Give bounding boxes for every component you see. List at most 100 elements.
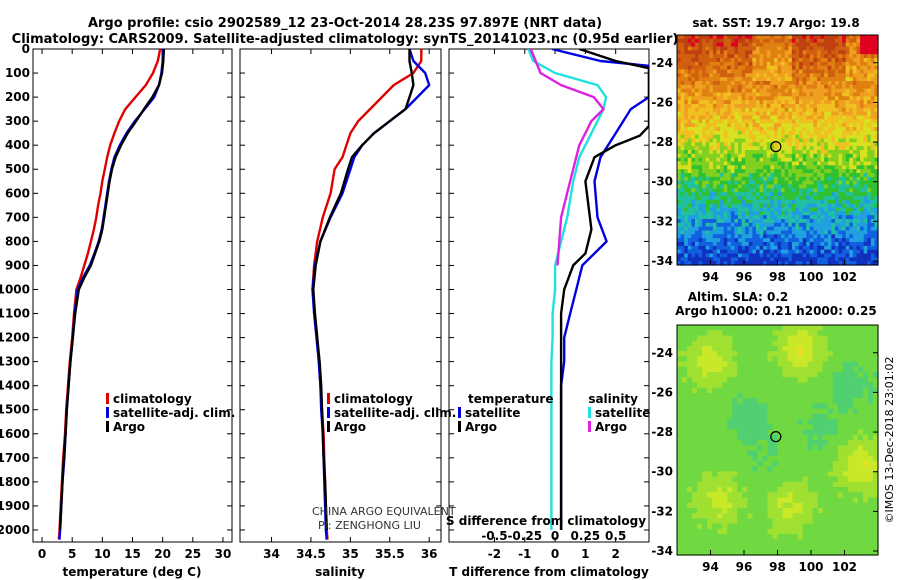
xtick-label: 25	[184, 547, 201, 561]
xtick-label: 15	[124, 547, 141, 561]
ytick-label: 1000	[0, 282, 30, 296]
series-line-argo	[312, 49, 415, 531]
map-xtick-label: 96	[736, 270, 753, 284]
map-ytick-label: -32	[651, 504, 673, 518]
s-tick-label: 0.5	[605, 529, 626, 543]
ytick-label: 0	[22, 42, 30, 56]
series-line-climatology	[311, 49, 423, 540]
xtick-label: 34	[263, 547, 280, 561]
legend-label-argo: Argo	[334, 420, 366, 434]
argo-position-marker	[770, 431, 782, 443]
map-ytick-label: -32	[651, 214, 673, 228]
sla-heatmap-cells	[677, 325, 879, 556]
series-line-climatology	[57, 49, 162, 540]
map-xtick-label: 98	[769, 270, 786, 284]
argo-position-marker	[770, 141, 782, 153]
ytick-label: 1700	[0, 451, 30, 465]
legend-label-s-argo: Argo	[595, 420, 627, 434]
agency-annotation: CHINA ARGO EQUIVALENT	[312, 505, 456, 518]
legend-label-satellite: satellite-adj. clim.	[113, 406, 235, 420]
legend-label-t-argo: Argo	[465, 420, 497, 434]
sla-map-title1: Altim. SLA: 0.2	[688, 290, 789, 304]
difference-xlabel: T difference from climatology	[449, 565, 649, 579]
map-ytick-label: -26	[651, 95, 673, 109]
s-tick-label: -0.5	[481, 529, 507, 543]
xtick-label: 35.5	[375, 547, 405, 561]
ytick-label: 1600	[0, 427, 30, 441]
legend-swatch-argo	[106, 421, 109, 432]
map-ytick-label: -28	[651, 425, 673, 439]
sst-heatmap-cells	[677, 35, 879, 266]
difference-legend: temperature satellite Argo salinity sate…	[458, 392, 650, 434]
ytick-label: 1500	[0, 403, 30, 417]
ytick-label: 600	[5, 186, 30, 200]
ytick-label: 500	[5, 162, 30, 176]
ytick-label: 1100	[0, 307, 30, 321]
ytick-label: 900	[5, 258, 30, 272]
sla-map-title2: Argo h1000: 0.21 h2000: 0.25	[675, 304, 876, 318]
legend-swatch-t-satellite	[458, 407, 461, 418]
xtick-label: 2	[611, 547, 619, 561]
legend-swatch-s-satellite	[588, 407, 591, 418]
map-xtick-label: 100	[798, 560, 823, 574]
map-xtick-label: 102	[832, 270, 857, 284]
xtick-label: 10	[94, 547, 111, 561]
ytick-label: 300	[5, 114, 30, 128]
map-xtick-label: 102	[832, 560, 857, 574]
series-line-t-argo	[559, 49, 649, 530]
legend-label-climatology: climatology	[113, 392, 192, 406]
legend-swatch-argo	[327, 421, 330, 432]
difference-panel-frame	[448, 48, 650, 543]
temperature-legend: climatology satellite-adj. clim. Argo	[106, 392, 235, 434]
xtick-label: 1	[581, 547, 589, 561]
legend-swatch-s-argo	[588, 421, 591, 432]
xtick-label: 0	[551, 547, 559, 561]
difference-plot: -2 -1 0 1 2 -0.5 -0.25 0 0.25 0.5	[449, 48, 649, 561]
xtick-label: -1	[518, 547, 531, 561]
map-ytick-label: -24	[651, 346, 673, 360]
series-line-s-satellite	[527, 49, 608, 530]
ytick-label: 200	[5, 90, 30, 104]
salinity-legend: climatology satellite-adj. clim. Argo	[327, 392, 456, 434]
map-ytick-label: -30	[651, 465, 673, 479]
ytick-label: 2000	[0, 523, 30, 537]
map-xtick-label: 96	[736, 560, 753, 574]
pi-annotation: PI: ZENGHONG LIU	[318, 519, 421, 532]
map-ytick-label: -30	[651, 175, 673, 189]
temperature-plot: 0100200300400500600700800900100011001200…	[0, 42, 232, 561]
series-line-argo	[58, 49, 166, 531]
legend-swatch-t-argo	[458, 421, 461, 432]
figure-title-line1: Argo profile: csio 2902589_12 23-Oct-201…	[88, 16, 602, 31]
ytick-label: 800	[5, 234, 30, 248]
legend-title-temperature: temperature	[468, 392, 553, 406]
map-ytick-label: -24	[651, 56, 673, 70]
legend-swatch-satellite	[327, 407, 330, 418]
credit-text: ©IMOS 13-Dec-2018 23:01:02	[883, 357, 896, 524]
map-ytick-label: -28	[651, 135, 673, 149]
series-line-satellite-adj-clim-	[311, 49, 431, 540]
figure-title-line2: Climatology: CARS2009. Satellite-adjuste…	[12, 32, 679, 47]
map-ytick-label: -34	[651, 544, 673, 558]
sst-map-title: sat. SST: 19.7 Argo: 19.8	[692, 16, 859, 30]
sst-map: 94 96 98 100 102 -24 -26 -28 -30 -32 -34	[651, 34, 879, 284]
xtick-label: 34.5	[296, 547, 326, 561]
ytick-label: 1900	[0, 499, 30, 513]
sla-map: 94 96 98 100 102 -24 -26 -28 -30 -32 -34	[651, 324, 879, 574]
xtick-label: 20	[154, 547, 171, 561]
ytick-label: 100	[5, 66, 30, 80]
ytick-label: 700	[5, 210, 30, 224]
temperature-xlabel: temperature (deg C)	[63, 565, 202, 579]
map-ytick-label: -34	[651, 254, 673, 268]
map-ytick-label: -26	[651, 385, 673, 399]
map-xtick-label: 94	[702, 270, 719, 284]
xtick-label: 35	[342, 547, 359, 561]
legend-swatch-climatology	[327, 393, 330, 404]
xtick-label: 0	[38, 547, 46, 561]
xtick-label: 30	[215, 547, 232, 561]
ytick-label: 1800	[0, 475, 30, 489]
legend-swatch-climatology	[106, 393, 109, 404]
s-tick-label: 0.25	[571, 529, 601, 543]
ytick-label: 1200	[0, 331, 30, 345]
s-tick-label: 0	[551, 529, 559, 543]
